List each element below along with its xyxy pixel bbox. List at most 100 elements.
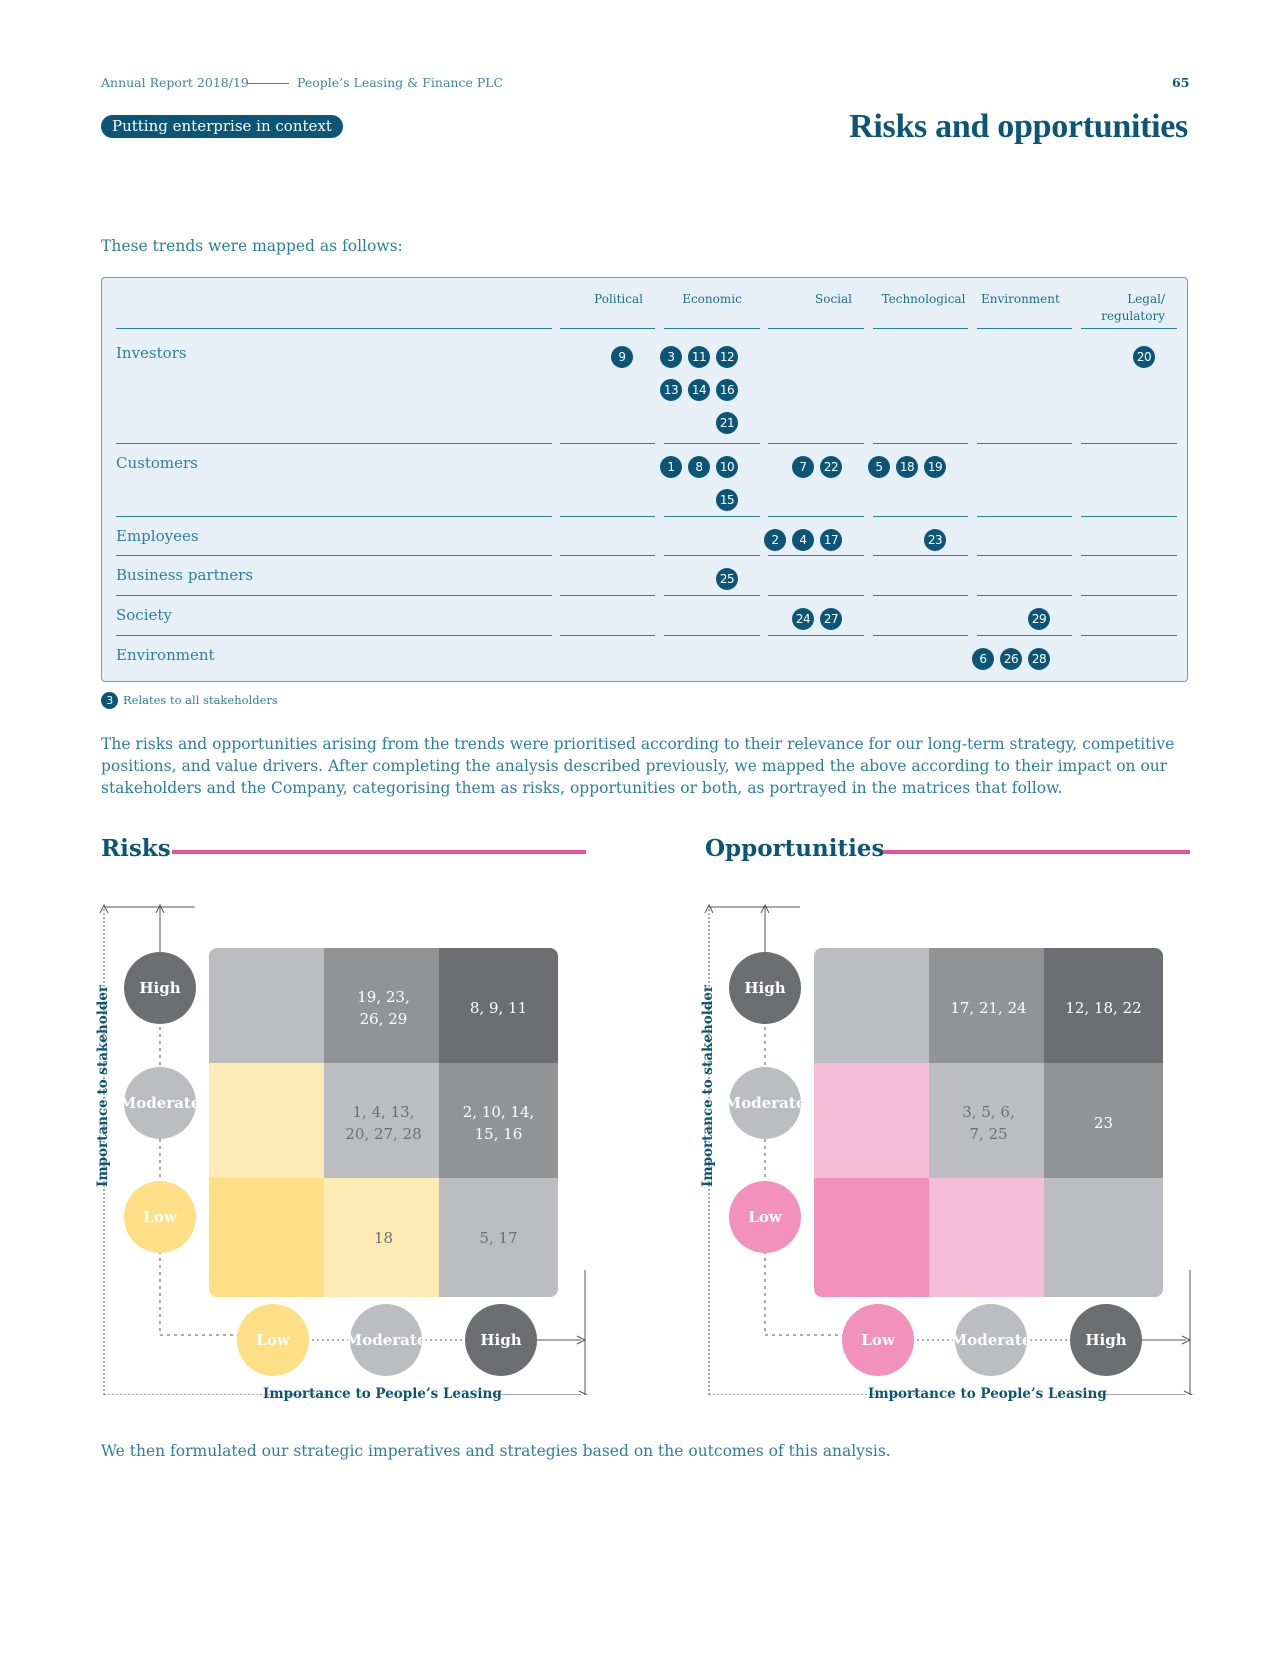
row-rule <box>560 516 655 517</box>
row-label: Customers <box>116 454 198 472</box>
trend-number-marker: 29 <box>1028 608 1050 630</box>
row-rule <box>664 328 760 329</box>
column-header: Political <box>594 292 643 306</box>
high-level-marker: High <box>465 1304 537 1376</box>
low-level-marker: Low <box>237 1304 309 1376</box>
row-rule <box>768 516 864 517</box>
trend-number-marker: 6 <box>972 648 994 670</box>
x-axis-label: Importance to People’s Leasing <box>868 1386 1107 1402</box>
row-rule <box>116 443 552 444</box>
matrix-cell: 5, 17 <box>439 1178 558 1297</box>
trend-number-marker: 23 <box>924 529 946 551</box>
row-rule <box>768 555 864 556</box>
trend-number-marker: 21 <box>716 412 738 434</box>
row-label: Investors <box>116 344 187 362</box>
row-rule <box>873 635 968 636</box>
row-rule <box>977 443 1072 444</box>
section-tag: Putting enterprise in context <box>101 115 343 138</box>
moderate-level-marker: Moderate <box>951 1304 1031 1376</box>
matrix-cell <box>814 1178 933 1297</box>
row-rule <box>1081 516 1177 517</box>
row-rule <box>768 328 864 329</box>
high-level-marker: High <box>1070 1304 1142 1376</box>
trend-number-marker: 3 <box>660 346 682 368</box>
trend-number-marker: 1 <box>660 456 682 478</box>
row-rule <box>560 595 655 596</box>
trend-number-marker: 27 <box>820 608 842 630</box>
trend-number-marker: 18 <box>896 456 918 478</box>
company-name: People’s Leasing & Finance PLC <box>297 75 504 90</box>
row-rule <box>664 443 760 444</box>
row-rule <box>116 635 552 636</box>
opportunities-matrix: 17, 21, 24 12, 18, 22 3, 5, 6, 7, 25 23 High… <box>700 895 1200 1402</box>
matrix-cell: 8, 9, 11 <box>439 948 558 1067</box>
closing-text: We then formulated our strategic imperat… <box>101 1442 891 1460</box>
row-rule <box>1081 555 1177 556</box>
risks-title: Risks <box>101 835 171 862</box>
matrix-cell: 2, 10, 14, 15, 16 <box>439 1063 558 1182</box>
trend-number-marker: 28 <box>1028 648 1050 670</box>
trend-mapping-content: Political Economic Social Technological Envi… <box>0 0 1270 700</box>
row-label: Environment <box>116 646 215 664</box>
row-rule <box>560 328 655 329</box>
matrix-axes <box>99 903 589 1395</box>
row-rule <box>1081 595 1177 596</box>
low-level-marker: Low <box>729 1181 801 1253</box>
matrix-cell <box>814 948 933 1067</box>
high-level-marker: High <box>124 952 196 1024</box>
row-rule <box>873 443 968 444</box>
row-rule <box>116 595 552 596</box>
row-rule <box>664 595 760 596</box>
row-label: Business partners <box>116 566 254 584</box>
moderate-level-marker: Moderate <box>725 1067 805 1139</box>
y-axis-label: Importance to stakeholder <box>700 984 716 1187</box>
opportunities-title: Opportunities <box>705 835 885 862</box>
legend-marker: 3 <box>101 692 118 709</box>
row-rule <box>873 516 968 517</box>
matrix-cell <box>209 948 328 1067</box>
matrix-cell <box>814 1063 933 1182</box>
y-axis-label: Importance to stakeholder <box>95 984 111 1187</box>
matrix-cell: 12, 18, 22 <box>1044 948 1163 1067</box>
report-name: Annual Report 2018/19 <box>101 75 249 90</box>
trend-number-marker: 2 <box>764 529 786 551</box>
row-rule <box>560 635 655 636</box>
matrix-cell <box>209 1063 328 1182</box>
matrix-cell <box>1044 1178 1163 1297</box>
row-rule <box>977 328 1072 329</box>
row-rule <box>664 516 760 517</box>
matrix-cell: 18 <box>324 1178 443 1297</box>
matrix-cell: 1, 4, 13, 20, 27, 28 <box>324 1063 443 1182</box>
matrix-cell: 3, 5, 6, 7, 25 <box>929 1063 1048 1182</box>
trend-number-marker: 26 <box>1000 648 1022 670</box>
row-rule <box>977 595 1072 596</box>
row-rule <box>977 555 1072 556</box>
row-rule <box>768 635 864 636</box>
trend-number-marker: 17 <box>820 529 842 551</box>
row-rule <box>873 555 968 556</box>
row-label: Employees <box>116 527 199 545</box>
trend-number-marker: 25 <box>716 568 738 590</box>
body-paragraph: The risks and opportunities arising from… <box>101 735 1175 797</box>
row-label: Society <box>116 606 172 624</box>
trend-number-marker: 4 <box>792 529 814 551</box>
moderate-level-marker: Moderate <box>120 1067 200 1139</box>
low-level-marker: Low <box>124 1181 196 1253</box>
trend-number-marker: 7 <box>792 456 814 478</box>
trend-number-marker: 15 <box>716 489 738 511</box>
row-rule <box>768 595 864 596</box>
row-rule <box>1081 635 1177 636</box>
row-rule <box>664 555 760 556</box>
matrix-axes <box>704 903 1194 1395</box>
column-header: Economic <box>682 292 742 306</box>
matrix-cell <box>209 1178 328 1297</box>
row-rule <box>116 328 552 329</box>
matrix-cell: 19, 23, 26, 29 <box>324 948 443 1067</box>
intro-text: These trends were mapped as follows: <box>101 237 403 255</box>
moderate-level-marker: Moderate <box>346 1304 426 1376</box>
trend-number-marker: 19 <box>924 456 946 478</box>
row-rule <box>977 635 1072 636</box>
trend-number-marker: 12 <box>716 346 738 368</box>
matrix-cell: 17, 21, 24 <box>929 948 1048 1067</box>
page-title: Risks and opportunities <box>849 108 1188 145</box>
